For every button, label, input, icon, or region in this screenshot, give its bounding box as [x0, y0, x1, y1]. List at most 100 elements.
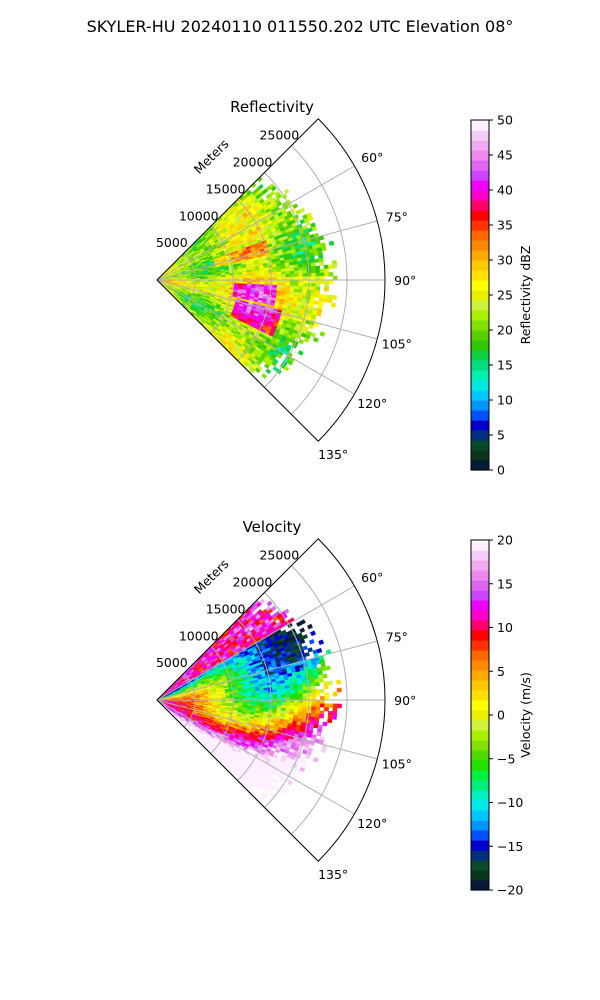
- colorbar-segment: [471, 620, 489, 631]
- sector-frame: [156, 118, 386, 442]
- colorbar-segment: [471, 590, 489, 601]
- radial-tick-label: 5000: [156, 235, 188, 250]
- colorbar-tick-label: 5: [497, 664, 505, 679]
- grid-spoke: [156, 279, 355, 395]
- colorbar-segment: [471, 700, 489, 711]
- velocity-title: Velocity: [243, 518, 302, 536]
- colorbar-tick-label: 15: [497, 358, 513, 373]
- colorbar-segment: [471, 540, 489, 551]
- colorbar-segment: [471, 240, 489, 251]
- radial-tick-label: 15000: [206, 601, 246, 616]
- colorbar-segment: [471, 560, 489, 571]
- azimuth-tick-label: 90°: [394, 693, 416, 708]
- colorbar-segment: [471, 740, 489, 751]
- grid-spoke: [156, 585, 355, 701]
- colorbar-tick-label: 15: [497, 576, 513, 591]
- colorbar-segment: [471, 390, 489, 401]
- azimuth-tick-label: 120°: [357, 816, 387, 831]
- reflectivity-radial-axis-label: Meters: [191, 136, 232, 177]
- colorbar-tick-label: 20: [497, 323, 513, 338]
- colorbar-tick-label: 10: [497, 393, 513, 408]
- colorbar-segment: [471, 270, 489, 281]
- radial-tick-label: 10000: [179, 208, 219, 223]
- grid-spoke: [156, 279, 378, 340]
- colorbar-segment: [471, 230, 489, 241]
- colorbar-segment: [471, 370, 489, 381]
- colorbar-segment: [471, 340, 489, 351]
- colorbar-segment: [471, 550, 489, 561]
- velocity-colorbar: −20 −15 −10 −5 0 5 10 15 20: [470, 533, 523, 898]
- colorbar-segment: [471, 830, 489, 841]
- velocity-radial-axis-label: Meters: [191, 556, 232, 597]
- colorbar-tick-label: 20: [497, 533, 513, 548]
- azimuth-tick-label: 135°: [318, 867, 348, 882]
- reflectivity-axis-labels: 60° 75° 90° 105° 120° 135° 5000 10000 15000 20000…: [156, 128, 416, 462]
- colorbar-segment: [471, 380, 489, 391]
- velocity-data: [156, 598, 342, 802]
- colorbar-segment: [471, 680, 489, 691]
- colorbar-segment: [471, 330, 489, 341]
- colorbar-segment: [471, 140, 489, 151]
- grid-spoke: [156, 165, 355, 281]
- colorbar-tick-label: 30: [497, 253, 513, 268]
- colorbar-segment: [471, 850, 489, 861]
- azimuth-tick-label: 60°: [361, 150, 383, 165]
- colorbar-segment: [471, 710, 489, 721]
- colorbar-segment: [471, 730, 489, 741]
- radial-tick-label: 20000: [233, 575, 273, 590]
- colorbar-segment: [471, 440, 489, 451]
- colorbar-segment: [471, 420, 489, 431]
- colorbar-segment: [471, 400, 489, 411]
- azimuth-tick-label: 75°: [386, 629, 408, 644]
- figure-title: SKYLER-HU 20240110 011550.202 UTC Elevat…: [87, 17, 514, 36]
- colorbar-tick-label: −15: [497, 839, 523, 854]
- colorbar-tick-label: 5: [497, 428, 505, 443]
- colorbar-segment: [471, 290, 489, 301]
- colorbar-segment: [471, 810, 489, 821]
- reflectivity-colorbar: 0 5 10 15 20 25 30 35 40 45 50: [470, 113, 513, 478]
- reflectivity-title: Reflectivity: [230, 98, 314, 116]
- colorbar-segment: [471, 410, 489, 421]
- colorbar-segment: [471, 300, 489, 311]
- azimuth-tick-label: 135°: [318, 447, 348, 462]
- reflectivity-grid: [156, 118, 386, 442]
- azimuth-tick-label: 60°: [361, 570, 383, 585]
- colorbar-segment: [471, 860, 489, 871]
- sector-frame: [156, 538, 386, 862]
- radial-tick-label: 20000: [233, 155, 273, 170]
- colorbar-segment: [471, 260, 489, 271]
- colorbar-segment: [471, 210, 489, 221]
- colorbar-segment: [471, 310, 489, 321]
- colorbar-segment: [471, 460, 489, 471]
- colorbar-segment: [471, 630, 489, 641]
- colorbar-segment: [471, 220, 489, 231]
- colorbar-tick-label: −5: [497, 751, 515, 766]
- colorbar-segment: [471, 770, 489, 781]
- radial-tick-label: 15000: [206, 181, 246, 196]
- colorbar-segment: [471, 610, 489, 621]
- colorbar-segment: [471, 570, 489, 581]
- colorbar-segment: [471, 190, 489, 201]
- colorbar-segment: [471, 450, 489, 461]
- colorbar-tick-label: −20: [497, 883, 523, 898]
- velocity-colorbar-label: Velocity (m/s): [518, 672, 533, 758]
- colorbar-segment: [471, 130, 489, 141]
- colorbar-segment: [471, 720, 489, 731]
- colorbar-segment: [471, 820, 489, 831]
- grid-spoke: [156, 640, 378, 701]
- colorbar-segment: [471, 640, 489, 651]
- colorbar-segment: [471, 780, 489, 791]
- radial-tick-label: 10000: [179, 628, 219, 643]
- colorbar-segment: [471, 170, 489, 181]
- azimuth-tick-label: 105°: [382, 757, 412, 772]
- colorbar-tick-label: 25: [497, 288, 513, 303]
- colorbar-segment: [471, 200, 489, 211]
- colorbar-segment: [471, 840, 489, 851]
- reflectivity-panel: Reflectivity 60° 75° 90° 105° 120° 135° 5000 10…: [156, 98, 533, 478]
- colorbar-tick-label: 45: [497, 148, 513, 163]
- colorbar-segment: [471, 790, 489, 801]
- colorbar-tick-label: −10: [497, 795, 523, 810]
- colorbar-segment: [471, 150, 489, 161]
- reflectivity-data: [156, 176, 338, 379]
